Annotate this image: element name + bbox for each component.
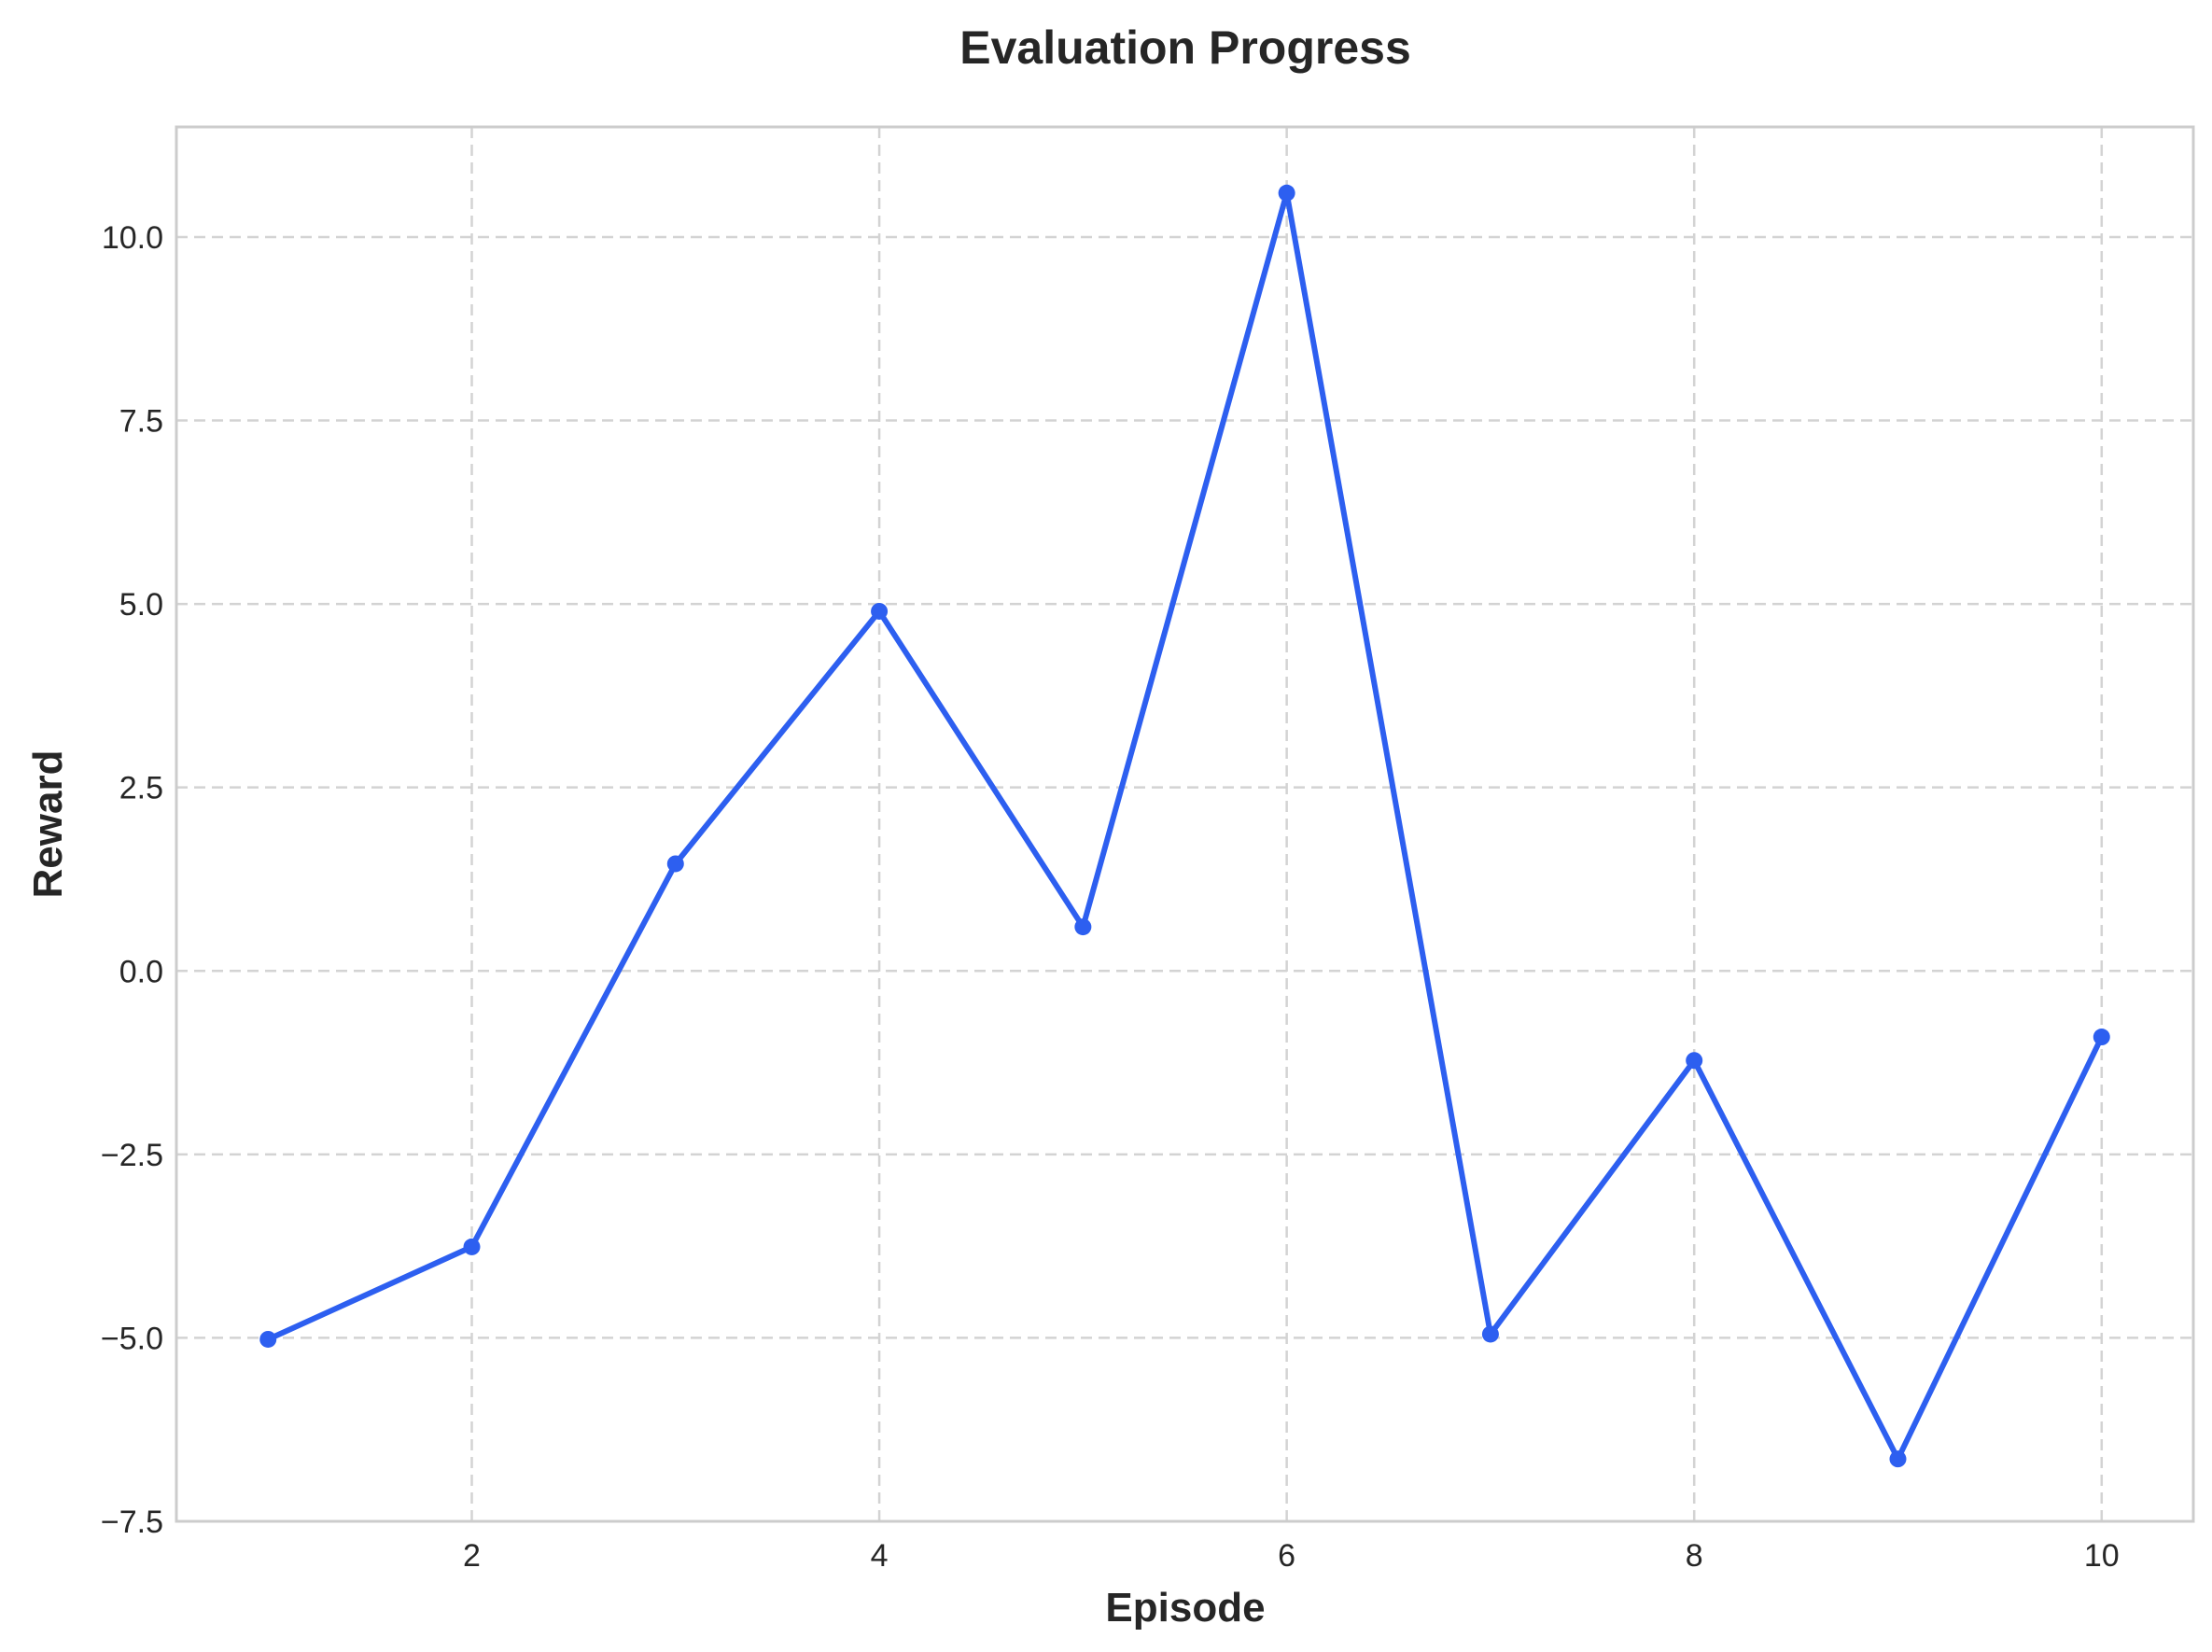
chart-title: Evaluation Progress [959, 21, 1411, 74]
x-tick-label: 10 [2084, 1538, 2120, 1574]
data-point [666, 855, 684, 873]
y-tick-label: −5.0 [101, 1321, 163, 1356]
data-point [1481, 1325, 1499, 1343]
data-point [1686, 1052, 1703, 1070]
y-tick-label: 7.5 [119, 404, 163, 440]
y-tick-label: 10.0 [102, 220, 163, 256]
y-tick-label: 5.0 [119, 587, 163, 623]
tick-labels: 2 4 6 8 10 −7.5 −5.0 −2.5 0.0 2.5 5.0 7.5 10.0 [101, 220, 2120, 1574]
data-point [871, 602, 889, 620]
data-point [1074, 918, 1092, 936]
y-tick-label: 2.5 [119, 771, 163, 806]
data-point [259, 1330, 277, 1348]
data-point [2093, 1029, 2110, 1046]
grid [176, 127, 2193, 1523]
x-tick-label: 4 [871, 1538, 889, 1574]
y-tick-label: −7.5 [101, 1505, 163, 1540]
series-layer [259, 184, 2110, 1468]
data-point [463, 1238, 481, 1255]
y-axis-label: Reward [25, 750, 71, 899]
data-point [1278, 184, 1295, 202]
data-point [1889, 1450, 1907, 1468]
plot-frame [175, 125, 2195, 1523]
x-tick-label: 6 [1278, 1538, 1295, 1574]
x-axis-label: Episode [1105, 1585, 1265, 1631]
x-tick-label: 8 [1686, 1538, 1703, 1574]
y-tick-label: −2.5 [101, 1138, 163, 1173]
y-tick-label: 0.0 [119, 954, 163, 989]
x-tick-label: 2 [463, 1538, 481, 1574]
series-line [266, 191, 2105, 1465]
